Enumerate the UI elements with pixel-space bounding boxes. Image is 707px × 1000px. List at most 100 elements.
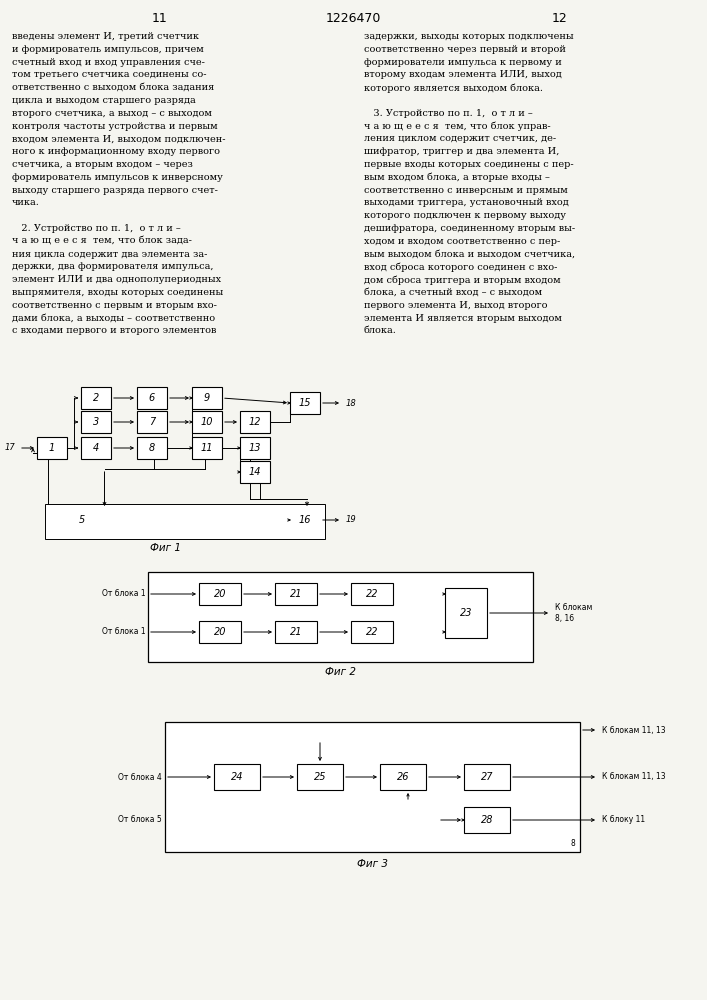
Text: 3: 3 — [93, 417, 99, 427]
Text: 25: 25 — [314, 772, 326, 782]
Text: держки, два формирователя импульса,: держки, два формирователя импульса, — [12, 262, 214, 271]
Text: 9: 9 — [204, 393, 210, 403]
Text: 8: 8 — [571, 839, 575, 848]
Text: том третьего счетчика соединены со-: том третьего счетчика соединены со- — [12, 70, 206, 79]
Bar — [380, 764, 426, 790]
Text: дешифратора, соединенному вторым вы-: дешифратора, соединенному вторым вы- — [364, 224, 575, 233]
Text: К блокам 11, 13: К блокам 11, 13 — [602, 772, 665, 782]
Bar — [59, 509, 105, 531]
Text: Фиг 1: Фиг 1 — [149, 543, 180, 553]
Text: 23: 23 — [460, 608, 472, 618]
Text: От блока 1: От блока 1 — [103, 589, 146, 598]
Bar — [199, 621, 241, 643]
Bar — [290, 509, 320, 531]
Text: 6: 6 — [149, 393, 155, 403]
Text: выходу старшего разряда первого счет-: выходу старшего разряда первого счет- — [12, 186, 218, 195]
Text: 21: 21 — [290, 589, 303, 599]
Text: 4: 4 — [93, 443, 99, 453]
Text: 15: 15 — [299, 398, 311, 408]
Text: 8: 8 — [149, 443, 155, 453]
Text: которого подключен к первому выходу: которого подключен к первому выходу — [364, 211, 566, 220]
Text: 20: 20 — [214, 589, 226, 599]
Text: 10: 10 — [201, 417, 214, 427]
Bar — [297, 764, 343, 790]
Text: вым выходом блока и выходом счетчика,: вым выходом блока и выходом счетчика, — [364, 250, 575, 259]
Bar — [192, 437, 222, 459]
Bar — [192, 411, 222, 433]
Text: второму входам элемента ИЛИ, выход: второму входам элемента ИЛИ, выход — [364, 70, 562, 79]
Bar — [445, 588, 487, 638]
Text: 18: 18 — [346, 398, 357, 408]
Bar — [351, 583, 393, 605]
Text: 5: 5 — [79, 515, 85, 525]
Text: ответственно с выходом блока задания: ответственно с выходом блока задания — [12, 83, 214, 92]
Bar — [290, 392, 320, 414]
Bar — [192, 387, 222, 409]
Text: ходом и входом соответственно с пер-: ходом и входом соответственно с пер- — [364, 237, 560, 246]
Text: 13: 13 — [249, 443, 262, 453]
Text: 1: 1 — [49, 443, 55, 453]
Bar — [45, 504, 325, 539]
Text: 8, 16: 8, 16 — [555, 613, 574, 622]
Text: задержки, выходы которых подключены: задержки, выходы которых подключены — [364, 32, 573, 41]
Text: цикла и выходом старшего разряда: цикла и выходом старшего разряда — [12, 96, 196, 105]
Text: 7: 7 — [149, 417, 155, 427]
Text: выпрямителя, входы которых соединены: выпрямителя, входы которых соединены — [12, 288, 223, 297]
Text: 14: 14 — [249, 467, 262, 477]
Text: выходами триггера, установочный вход: выходами триггера, установочный вход — [364, 198, 568, 207]
Bar — [148, 572, 533, 662]
Bar — [351, 621, 393, 643]
Text: 20: 20 — [214, 627, 226, 637]
Text: элемента И является вторым выходом: элемента И является вторым выходом — [364, 314, 562, 323]
Text: ления циклом содержит счетчик, де-: ления циклом содержит счетчик, де- — [364, 134, 556, 143]
Text: 2: 2 — [93, 393, 99, 403]
Text: От блока 5: От блока 5 — [118, 816, 162, 824]
Text: 16: 16 — [299, 515, 311, 525]
Text: 11: 11 — [152, 11, 168, 24]
Text: шифратор, триггер и два элемента И,: шифратор, триггер и два элемента И, — [364, 147, 559, 156]
Text: Фиг 3: Фиг 3 — [357, 859, 388, 869]
Text: дами блока, а выходы – соответственно: дами блока, а выходы – соответственно — [12, 314, 215, 323]
Text: 2. Устройство по п. 1,  о т л и –: 2. Устройство по п. 1, о т л и – — [12, 224, 181, 233]
Text: блока, а счетный вход – с выходом: блока, а счетный вход – с выходом — [364, 288, 542, 297]
Bar — [81, 411, 111, 433]
Text: К блоку 11: К блоку 11 — [602, 816, 645, 824]
Bar — [37, 437, 67, 459]
Text: 17: 17 — [4, 444, 15, 452]
Text: первые входы которых соединены с пер-: первые входы которых соединены с пер- — [364, 160, 573, 169]
Text: 28: 28 — [481, 815, 493, 825]
Text: которого является выходом блока.: которого является выходом блока. — [364, 83, 543, 93]
Text: и формирователь импульсов, причем: и формирователь импульсов, причем — [12, 45, 204, 54]
Text: К блокам: К блокам — [555, 602, 592, 611]
Bar — [464, 807, 510, 833]
Text: второго счетчика, а выход – с выходом: второго счетчика, а выход – с выходом — [12, 109, 212, 118]
Bar — [165, 722, 580, 852]
Text: От блока 4: От блока 4 — [118, 772, 162, 782]
Text: 3. Устройство по п. 1,  о т л и –: 3. Устройство по п. 1, о т л и – — [364, 109, 533, 118]
Text: вым входом блока, а вторые входы –: вым входом блока, а вторые входы – — [364, 173, 550, 182]
Text: 12: 12 — [249, 417, 262, 427]
Text: Фиг 2: Фиг 2 — [325, 667, 356, 677]
Bar — [81, 437, 111, 459]
Text: ного к информационному входу первого: ного к информационному входу первого — [12, 147, 220, 156]
Text: От блока 1: От блока 1 — [103, 628, 146, 637]
Text: счетный вход и вход управления сче-: счетный вход и вход управления сче- — [12, 58, 205, 67]
Bar — [137, 411, 167, 433]
Text: 21: 21 — [290, 627, 303, 637]
Text: формирователи импульса к первому и: формирователи импульса к первому и — [364, 58, 562, 67]
Bar — [199, 583, 241, 605]
Bar — [137, 437, 167, 459]
Bar — [464, 764, 510, 790]
Text: 24: 24 — [230, 772, 243, 782]
Bar — [214, 764, 260, 790]
Text: блока.: блока. — [364, 326, 397, 335]
Bar — [240, 461, 270, 483]
Text: соответственно через первый и второй: соответственно через первый и второй — [364, 45, 566, 54]
Text: соответственно с инверсным и прямым: соответственно с инверсным и прямым — [364, 186, 568, 195]
Text: 12: 12 — [552, 11, 568, 24]
Text: 26: 26 — [397, 772, 409, 782]
Text: дом сброса триггера и вторым входом: дом сброса триггера и вторым входом — [364, 275, 561, 285]
Text: счетчика, а вторым входом – через: счетчика, а вторым входом – через — [12, 160, 193, 169]
Text: формирователь импульсов к инверсному: формирователь импульсов к инверсному — [12, 173, 223, 182]
Text: чика.: чика. — [12, 198, 40, 207]
